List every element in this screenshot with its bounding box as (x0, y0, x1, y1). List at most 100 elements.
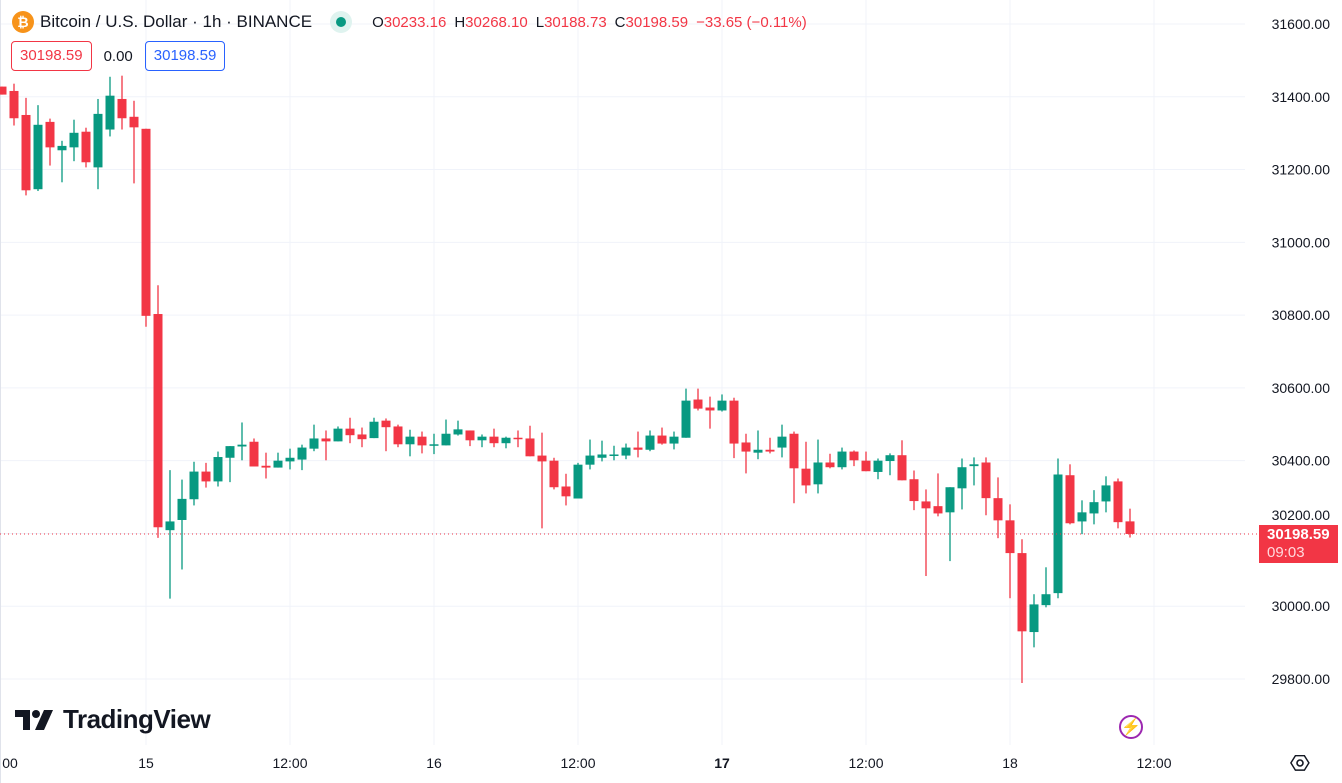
candle-body (9, 90, 19, 119)
candle-body (1041, 594, 1051, 606)
candle-up (177, 479, 187, 570)
candle-up (969, 457, 979, 486)
candle-down (81, 127, 91, 168)
candle-up (189, 461, 199, 506)
candle-down (633, 431, 643, 458)
time-tick-label: 17 (714, 755, 730, 771)
candle-down (693, 388, 703, 411)
candle-down (45, 118, 55, 166)
logo-text: TradingView (63, 704, 211, 734)
time-tick-label: 18 (1002, 755, 1018, 771)
price-tick-label: 29800.00 (1272, 671, 1331, 687)
buy-button[interactable]: 30198.59 (144, 41, 226, 71)
candle-body (441, 433, 451, 446)
candle-down (657, 427, 667, 445)
candle-body (693, 399, 703, 409)
candle-up (885, 453, 895, 476)
candle-down (21, 97, 31, 196)
candle-up (69, 119, 79, 162)
candle-body (837, 451, 847, 468)
candle-down (897, 440, 907, 481)
candle-down (561, 473, 571, 506)
candle-up (477, 434, 487, 448)
candle-body (669, 436, 679, 444)
symbol-header[interactable]: ₿ Bitcoin / U.S. Dollar · 1h · BINANCE O… (12, 10, 807, 34)
time-tick-label: 12:00 (1136, 755, 1171, 771)
candle-body (465, 430, 475, 441)
candle-body (225, 446, 235, 458)
ohlc-high: H30268.10 (454, 13, 528, 31)
price-tick-label: 31000.00 (1272, 234, 1331, 250)
candle-down (789, 431, 799, 504)
candle-body (189, 471, 199, 500)
price-axis[interactable]: 31600.00 31400.00 31200.00 31000.00 30800.00… (1272, 16, 1331, 687)
candle-body (957, 467, 967, 489)
candle-body (861, 460, 871, 472)
candle-down (141, 128, 151, 327)
candle-up (501, 436, 511, 449)
candle-body (81, 131, 91, 163)
candle-up (717, 394, 727, 412)
candle-body (405, 436, 415, 445)
candle-up (429, 433, 439, 455)
candle-body (561, 486, 571, 497)
price-tick-label: 31400.00 (1272, 89, 1331, 105)
candle-body (273, 460, 283, 468)
bar-countdown: 09:03 (1267, 544, 1305, 561)
sell-button[interactable]: 30198.59 (11, 41, 92, 71)
price-tick-label: 30400.00 (1272, 453, 1331, 469)
candle-down (513, 430, 523, 448)
ohlc-close: C30198.59 (614, 13, 689, 31)
candle-body (21, 114, 31, 191)
candle-up (1053, 458, 1063, 599)
candle-body (981, 462, 991, 499)
candle-down (825, 453, 835, 469)
symbol-title[interactable]: Bitcoin / U.S. Dollar · 1h · BINANCE (40, 12, 313, 31)
candle-body (969, 464, 979, 467)
candle-body (1053, 474, 1063, 594)
candle-up (309, 424, 319, 452)
candle-body (525, 438, 535, 457)
settings-gear-icon[interactable] (1290, 753, 1310, 773)
candle-body (285, 457, 295, 462)
candle-down (1125, 508, 1135, 538)
lightning-icon[interactable]: ⚡ (1119, 715, 1143, 739)
candle-up (573, 462, 583, 499)
candle-up (273, 452, 283, 468)
candle-up (621, 443, 631, 460)
candle-body (573, 464, 583, 499)
candle-down (465, 430, 475, 447)
candle-body (165, 521, 175, 531)
price-tick-label: 31200.00 (1272, 162, 1331, 178)
candle-body (729, 400, 739, 444)
candle-body (1113, 481, 1123, 523)
candle-down (345, 417, 355, 444)
candle-down (1005, 504, 1015, 599)
candle-body (117, 98, 127, 119)
price-tick-label: 30800.00 (1272, 307, 1331, 323)
tradingview-logo[interactable]: TradingView (15, 704, 211, 735)
candle-body (333, 428, 343, 442)
candle-down (909, 470, 919, 511)
candle-body (597, 454, 607, 458)
candle-body (237, 444, 247, 447)
candle-body (681, 400, 691, 438)
candle-down (993, 477, 1003, 539)
time-tick-label: 16 (426, 755, 442, 771)
candle-up (369, 417, 379, 439)
candle-up (777, 424, 787, 458)
time-axis[interactable]: 00 15 12:00 16 12:00 17 12:00 18 12:00 (2, 755, 1172, 771)
market-status-icon[interactable] (330, 11, 353, 33)
candle-up (333, 426, 343, 442)
candle-down (117, 75, 127, 130)
candle-up (1077, 500, 1087, 535)
candle-up (597, 440, 607, 462)
candle-body (417, 436, 427, 446)
candle-body (585, 455, 595, 465)
candle-up (681, 388, 691, 438)
candle-up (585, 439, 595, 470)
ohlc-low: L30188.73 (535, 13, 607, 31)
candle-down (549, 457, 559, 490)
time-tick-label: 00 (2, 755, 18, 771)
